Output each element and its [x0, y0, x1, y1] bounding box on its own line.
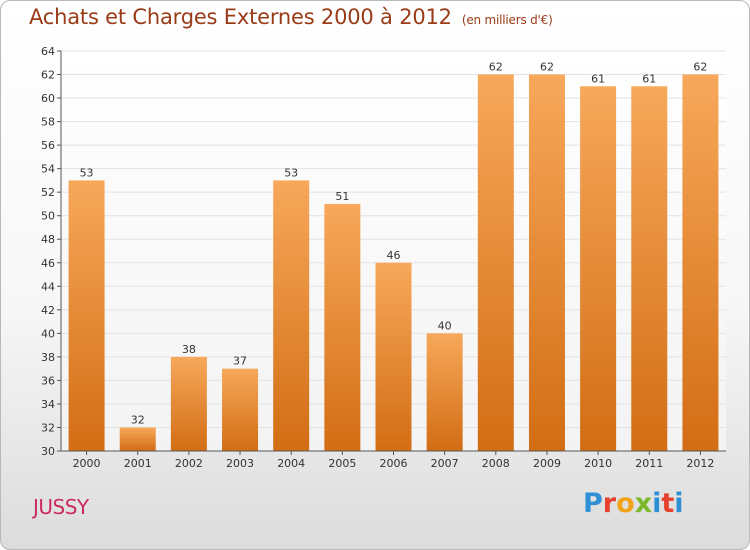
logo-letter: x: [634, 488, 653, 519]
x-tick-label: 2008: [482, 457, 510, 470]
x-tick-label: 2000: [73, 457, 101, 470]
y-tick-label: 34: [41, 398, 55, 411]
x-tick-label: 2002: [175, 457, 203, 470]
x-tick-label: 2011: [635, 457, 663, 470]
x-tick-label: 2007: [431, 457, 459, 470]
y-tick-label: 62: [41, 69, 55, 82]
logo-letter: o: [616, 488, 635, 519]
bar[interactable]: [682, 74, 719, 451]
logo-letter: i: [652, 488, 662, 519]
data-label: 61: [591, 72, 605, 85]
chart-unit-note: (en milliers d'€): [461, 13, 553, 27]
y-tick-label: 44: [41, 280, 55, 293]
bar[interactable]: [324, 203, 361, 451]
x-tick-label: 2003: [226, 457, 254, 470]
data-label: 53: [284, 166, 298, 179]
bar[interactable]: [222, 368, 259, 451]
data-label: 53: [80, 166, 94, 179]
bar[interactable]: [631, 86, 668, 451]
y-tick-label: 48: [41, 233, 55, 246]
bar[interactable]: [375, 262, 412, 451]
data-label: 38: [182, 343, 196, 356]
bar[interactable]: [273, 180, 310, 452]
x-axis-ticks: 2000 2001 2002 2003 2004 2005 2006 2007 2008 2009…: [73, 451, 714, 470]
data-label: 32: [131, 413, 145, 426]
logo-letter: P: [583, 488, 603, 519]
bar[interactable]: [170, 356, 207, 451]
data-label: 62: [693, 61, 707, 74]
bar[interactable]: [477, 74, 514, 451]
x-tick-label: 2012: [686, 457, 714, 470]
y-tick-label: 64: [41, 45, 55, 58]
y-tick-label: 40: [41, 327, 55, 340]
logo-letter: r: [602, 488, 617, 519]
y-tick-label: 30: [41, 445, 55, 458]
y-tick-label: 42: [41, 304, 55, 317]
x-tick-label: 2006: [380, 457, 408, 470]
x-tick-label: 2009: [533, 457, 561, 470]
y-tick-label: 46: [41, 257, 55, 270]
data-label: 46: [387, 249, 401, 262]
y-tick-label: 58: [41, 116, 55, 129]
data-label: 51: [335, 190, 349, 203]
y-axis-ticks: 30 32 34 36 38 40 42 44 46 48 50 52 54 56 58 60 62 64: [41, 45, 61, 458]
data-label: 40: [438, 319, 452, 332]
x-tick-label: 2001: [124, 457, 152, 470]
bar[interactable]: [580, 86, 617, 451]
data-label: 62: [540, 61, 554, 74]
x-tick-label: 2004: [277, 457, 305, 470]
chart-title: Achats et Charges Externes 2000 à 2012 (e…: [29, 5, 553, 29]
y-tick-label: 60: [41, 92, 55, 105]
logo-letter: i: [674, 488, 684, 519]
y-tick-label: 50: [41, 210, 55, 223]
y-tick-label: 38: [41, 351, 55, 364]
x-tick-label: 2005: [328, 457, 356, 470]
y-tick-label: 56: [41, 139, 55, 152]
y-tick-label: 32: [41, 421, 55, 434]
data-label: 62: [489, 61, 503, 74]
data-label: 37: [233, 355, 247, 368]
data-label: 61: [642, 72, 656, 85]
proxiti-logo[interactable]: Proxiti: [583, 488, 684, 519]
bar[interactable]: [528, 74, 565, 451]
bar[interactable]: [119, 427, 156, 451]
bar[interactable]: [68, 180, 105, 452]
y-tick-label: 54: [41, 163, 55, 176]
bar[interactable]: [426, 333, 463, 451]
bars: [68, 74, 719, 452]
logo-letter: t: [661, 488, 675, 519]
town-name: JUSSY: [33, 495, 89, 519]
value-labels: 53 32 38 37 53 51 46 40 62 62 61 61 62: [80, 61, 708, 427]
chart-title-text: Achats et Charges Externes 2000 à 2012: [29, 5, 452, 29]
y-tick-label: 36: [41, 374, 55, 387]
y-tick-label: 52: [41, 186, 55, 199]
x-tick-label: 2010: [584, 457, 612, 470]
